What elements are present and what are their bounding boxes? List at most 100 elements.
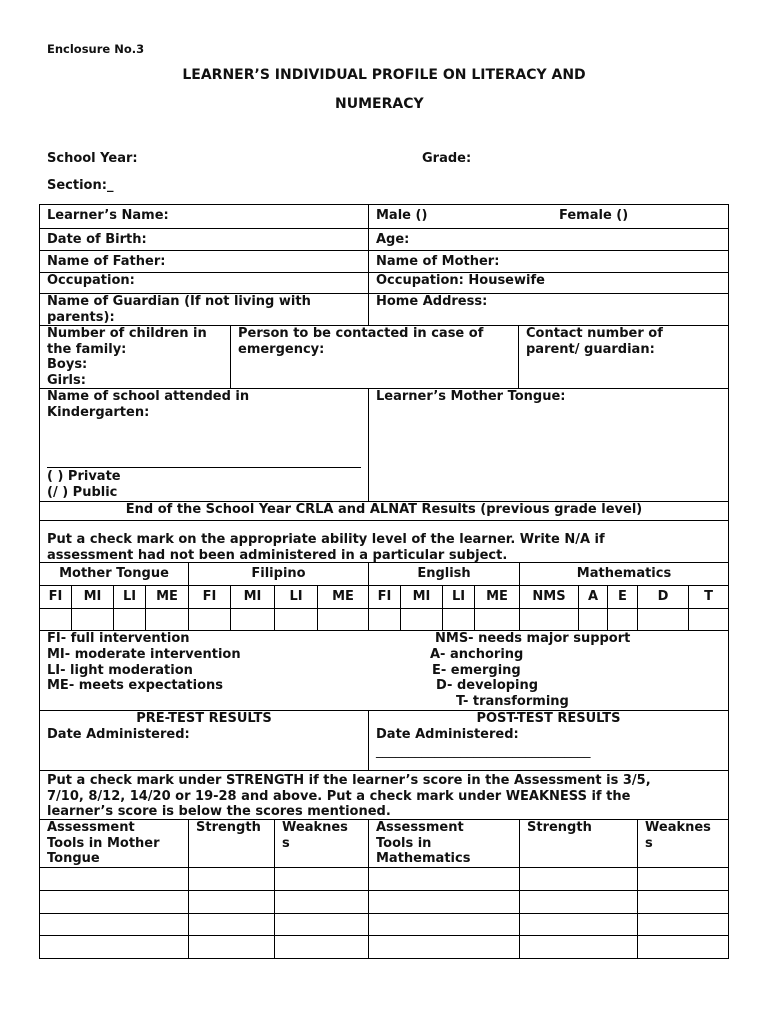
kindergarten-field: Name of school attended in Kindergarten:… bbox=[39, 388, 369, 502]
level-header: MI bbox=[71, 585, 114, 609]
level-check-cell[interactable] bbox=[230, 608, 275, 631]
sex-field: Male () Female () bbox=[368, 204, 729, 229]
level-check-cell[interactable] bbox=[637, 608, 689, 631]
level-check-cell[interactable] bbox=[145, 608, 189, 631]
male-option[interactable]: Male () bbox=[376, 208, 428, 223]
strength-table-cell[interactable] bbox=[637, 867, 729, 891]
level-header: E bbox=[607, 585, 638, 609]
level-header: NMS bbox=[519, 585, 579, 609]
pre-test-box: PRE-TEST RESULTS Date Administered: bbox=[39, 710, 369, 771]
level-header: LI bbox=[113, 585, 146, 609]
school-year-label: School Year: bbox=[47, 151, 138, 166]
level-check-cell[interactable] bbox=[474, 608, 520, 631]
strength-table-cell[interactable] bbox=[519, 935, 638, 959]
level-check-cell[interactable] bbox=[607, 608, 638, 631]
post-test-date-label: Date Administered: bbox=[376, 726, 519, 742]
mother-name-field: Name of Mother: bbox=[368, 250, 729, 273]
results-instruction: Put a check mark on the appropriate abil… bbox=[39, 520, 729, 563]
level-check-cell[interactable] bbox=[274, 608, 318, 631]
father-occupation-field: Occupation: bbox=[39, 272, 369, 294]
father-name-field: Name of Father: bbox=[39, 250, 369, 273]
strength-table-header: Strength bbox=[188, 819, 275, 868]
post-test-date-blank[interactable]: _________________________________ bbox=[376, 744, 591, 759]
public-option[interactable]: (/ ) Public bbox=[47, 485, 118, 500]
level-header: ME bbox=[317, 585, 369, 609]
legend-e: E- emerging bbox=[432, 663, 521, 678]
legend-me: ME- meets expectations bbox=[47, 678, 224, 693]
strength-table-cell[interactable] bbox=[274, 935, 369, 959]
level-check-cell[interactable] bbox=[442, 608, 475, 631]
legend-box: FI- full intervention MI- moderate interv… bbox=[39, 630, 729, 711]
subject-english: English bbox=[368, 562, 520, 586]
level-check-cell[interactable] bbox=[578, 608, 608, 631]
strength-table-cell[interactable] bbox=[519, 867, 638, 891]
post-test-box: POST-TEST RESULTS Date Administered: _____… bbox=[368, 710, 729, 771]
strength-table-header: Strength bbox=[519, 819, 638, 868]
strength-table-cell[interactable] bbox=[519, 913, 638, 936]
strength-table-cell[interactable] bbox=[274, 890, 369, 914]
legend-mi: MI- moderate intervention bbox=[47, 647, 241, 662]
private-option[interactable]: ( ) Private bbox=[47, 469, 121, 484]
level-check-cell[interactable] bbox=[188, 608, 231, 631]
kindergarten-underline bbox=[47, 467, 361, 468]
strength-table-cell[interactable] bbox=[274, 867, 369, 891]
contact-number-field: Contact number of parent/ guardian: bbox=[518, 325, 729, 389]
emergency-contact-field: Person to be contacted in case of emerge… bbox=[230, 325, 519, 389]
legend-d: D- developing bbox=[436, 678, 539, 693]
strength-table-cell[interactable] bbox=[274, 913, 369, 936]
strength-table-cell[interactable] bbox=[39, 890, 189, 914]
strength-table-cell[interactable] bbox=[368, 867, 520, 891]
kindergarten-label: Name of school attended in Kindergarten: bbox=[47, 389, 250, 420]
level-check-cell[interactable] bbox=[39, 608, 72, 631]
subject-mathematics: Mathematics bbox=[519, 562, 729, 586]
level-check-cell[interactable] bbox=[113, 608, 146, 631]
strength-table-cell[interactable] bbox=[39, 913, 189, 936]
strength-table-cell[interactable] bbox=[637, 890, 729, 914]
strength-table-header: Assessment Tools in Mother Tongue bbox=[39, 819, 189, 868]
level-check-cell[interactable] bbox=[519, 608, 579, 631]
level-check-cell[interactable] bbox=[71, 608, 114, 631]
strength-table-cell[interactable] bbox=[368, 913, 520, 936]
strength-table-cell[interactable] bbox=[39, 935, 189, 959]
level-check-cell[interactable] bbox=[688, 608, 729, 631]
strength-table-cell[interactable] bbox=[188, 867, 275, 891]
pre-test-heading: PRE-TEST RESULTS bbox=[136, 711, 272, 726]
level-header: FI bbox=[188, 585, 231, 609]
strength-table-cell[interactable] bbox=[368, 935, 520, 959]
title-line-1: LEARNER’S INDIVIDUAL PROFILE ON LITERACY… bbox=[182, 67, 586, 83]
title-line-2: NUMERACY bbox=[335, 96, 424, 112]
level-check-cell[interactable] bbox=[368, 608, 401, 631]
strength-table-cell[interactable] bbox=[637, 913, 729, 936]
enclosure-label: Enclosure No.3 bbox=[47, 42, 145, 56]
strength-table-cell[interactable] bbox=[368, 890, 520, 914]
level-header: FI bbox=[368, 585, 401, 609]
section-label: Section:_ bbox=[47, 178, 114, 193]
strength-table-header: Weaknes s bbox=[637, 819, 729, 868]
level-check-cell[interactable] bbox=[400, 608, 443, 631]
strength-table-cell[interactable] bbox=[39, 867, 189, 891]
level-header: MI bbox=[400, 585, 443, 609]
post-test-heading: POST-TEST RESULTS bbox=[476, 711, 621, 726]
strength-table-cell[interactable] bbox=[519, 890, 638, 914]
mother-occupation-field: Occupation: Housewife bbox=[368, 272, 729, 294]
pre-test-date-label: Date Administered: bbox=[47, 726, 190, 742]
level-header: ME bbox=[145, 585, 189, 609]
level-header: LI bbox=[274, 585, 318, 609]
grade-label: Grade: bbox=[422, 151, 472, 166]
level-check-cell[interactable] bbox=[317, 608, 369, 631]
results-heading: End of the School Year CRLA and ALNAT Re… bbox=[39, 501, 729, 521]
legend-fi: FI- full intervention bbox=[47, 631, 190, 646]
guardian-field: Name of Guardian (If not living with par… bbox=[39, 293, 369, 326]
level-header: ME bbox=[474, 585, 520, 609]
strength-table-cell[interactable] bbox=[188, 913, 275, 936]
strength-table-cell[interactable] bbox=[188, 935, 275, 959]
strength-table-cell[interactable] bbox=[188, 890, 275, 914]
strength-table-cell[interactable] bbox=[637, 935, 729, 959]
level-header: D bbox=[637, 585, 689, 609]
legend-t: T- transforming bbox=[456, 694, 569, 709]
level-header: MI bbox=[230, 585, 275, 609]
female-option[interactable]: Female () bbox=[559, 208, 629, 223]
age-field: Age: bbox=[368, 228, 729, 251]
level-header: FI bbox=[39, 585, 72, 609]
